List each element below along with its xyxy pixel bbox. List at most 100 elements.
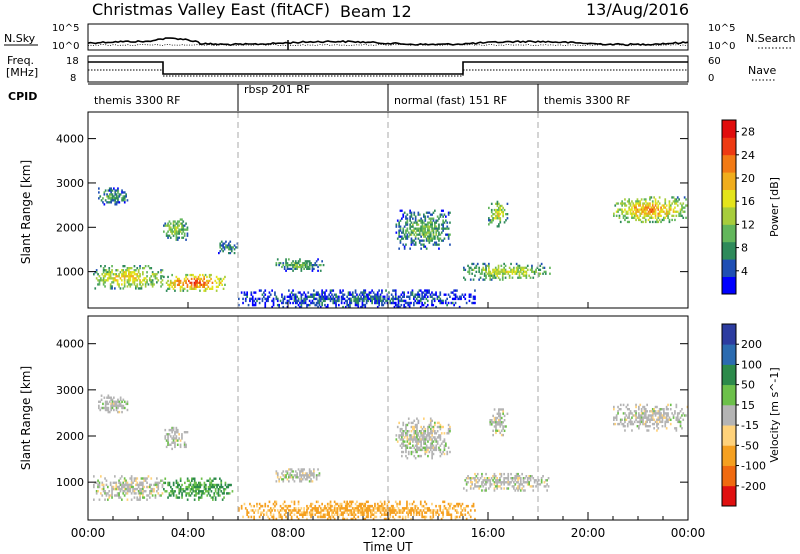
echo-cell	[339, 504, 342, 508]
echo-cell	[431, 438, 433, 441]
echo-cell	[121, 269, 123, 272]
echo-cell	[328, 515, 330, 519]
echo-cell	[410, 452, 413, 456]
echo-cell	[161, 479, 164, 482]
echo-cell	[293, 293, 296, 296]
echo-cell	[417, 291, 419, 294]
echo-cell	[161, 483, 164, 487]
echo-cell	[170, 494, 172, 497]
echo-cell	[303, 507, 305, 510]
echo-cell	[174, 443, 176, 446]
echo-cell	[624, 420, 626, 424]
echo-cell	[514, 489, 517, 492]
echo-cell	[174, 279, 176, 283]
echo-cell	[381, 299, 383, 303]
echo-cell	[407, 515, 410, 519]
echo-cell	[646, 206, 648, 209]
echo-cell	[133, 283, 136, 286]
echo-cell	[449, 430, 451, 433]
echo-cell	[386, 293, 389, 296]
echo-cell	[382, 295, 385, 298]
echo-cell	[478, 268, 480, 271]
echo-cell	[205, 490, 207, 493]
echo-cell	[375, 293, 378, 296]
echo-cell	[354, 517, 357, 521]
echo-cell	[185, 488, 188, 491]
echo-cell	[143, 490, 146, 493]
echo-cell	[110, 396, 112, 399]
echo-cell	[500, 408, 503, 411]
echo-cell	[522, 489, 525, 492]
echo-cell	[421, 233, 424, 236]
echo-cell	[116, 494, 119, 497]
echo-cell	[490, 423, 493, 426]
echo-cell	[429, 235, 432, 238]
echo-cell	[414, 438, 417, 441]
echo-cell	[269, 511, 272, 514]
echo-cell	[209, 483, 211, 487]
echo-cell	[135, 287, 137, 290]
echo-cell	[121, 400, 123, 403]
echo-cell	[142, 485, 144, 489]
echo-cell	[185, 494, 188, 497]
echo-cell	[646, 429, 648, 432]
echo-cell	[521, 472, 523, 476]
echo-cell	[664, 216, 667, 219]
echo-cell	[626, 425, 629, 428]
echo-cell	[629, 412, 632, 415]
echo-cell	[105, 492, 108, 495]
echo-cell	[439, 299, 442, 303]
echo-cell	[371, 289, 373, 292]
echo-cell	[392, 509, 394, 512]
echo-cell	[496, 204, 499, 208]
echo-cell	[171, 281, 173, 284]
echo-cell	[431, 442, 433, 445]
echo-cell	[360, 297, 362, 301]
echo-cell	[440, 223, 443, 226]
echo-cell	[668, 206, 671, 209]
echo-cell	[529, 485, 532, 488]
echo-cell	[424, 219, 427, 222]
echo-cell	[110, 199, 112, 202]
echo-cell	[429, 223, 432, 226]
echo-cell	[340, 511, 343, 514]
echo-cell	[208, 279, 211, 283]
echo-cell	[142, 271, 144, 274]
echo-cell	[504, 268, 507, 271]
echo-cell	[336, 295, 339, 298]
echo-cell	[639, 204, 642, 207]
echo-cell	[136, 481, 139, 484]
echo-cell	[185, 492, 188, 495]
echo-cell	[331, 511, 333, 514]
freq-unit: [MHz]	[6, 66, 38, 79]
echo-cell	[278, 305, 280, 309]
echo-cell	[272, 303, 275, 307]
echo-cell	[408, 305, 411, 309]
echo-cell	[282, 297, 285, 301]
echo-cell	[382, 513, 385, 516]
echo-cell	[206, 490, 209, 493]
echo-cell	[318, 504, 321, 508]
echo-cell	[183, 228, 186, 231]
echo-cell	[130, 477, 133, 480]
echo-cell	[361, 511, 364, 514]
echo-cell	[168, 443, 171, 446]
echo-cell	[639, 420, 642, 424]
echo-cell	[336, 509, 339, 512]
echo-cell	[178, 488, 181, 491]
echo-cell	[406, 440, 409, 443]
echo-cell	[207, 279, 210, 283]
echo-cell	[260, 289, 262, 292]
echo-cell	[104, 400, 107, 403]
echo-cell	[123, 285, 126, 288]
echo-cell	[229, 252, 232, 255]
echo-cell	[468, 513, 471, 516]
echo-cell	[353, 507, 355, 510]
echo-cell	[629, 422, 632, 426]
echo-cell	[347, 513, 350, 516]
echo-cell	[172, 426, 175, 430]
echo-cell	[113, 408, 115, 412]
echo-cell	[510, 268, 512, 271]
echo-cell	[503, 419, 506, 422]
echo-cell	[151, 283, 154, 286]
